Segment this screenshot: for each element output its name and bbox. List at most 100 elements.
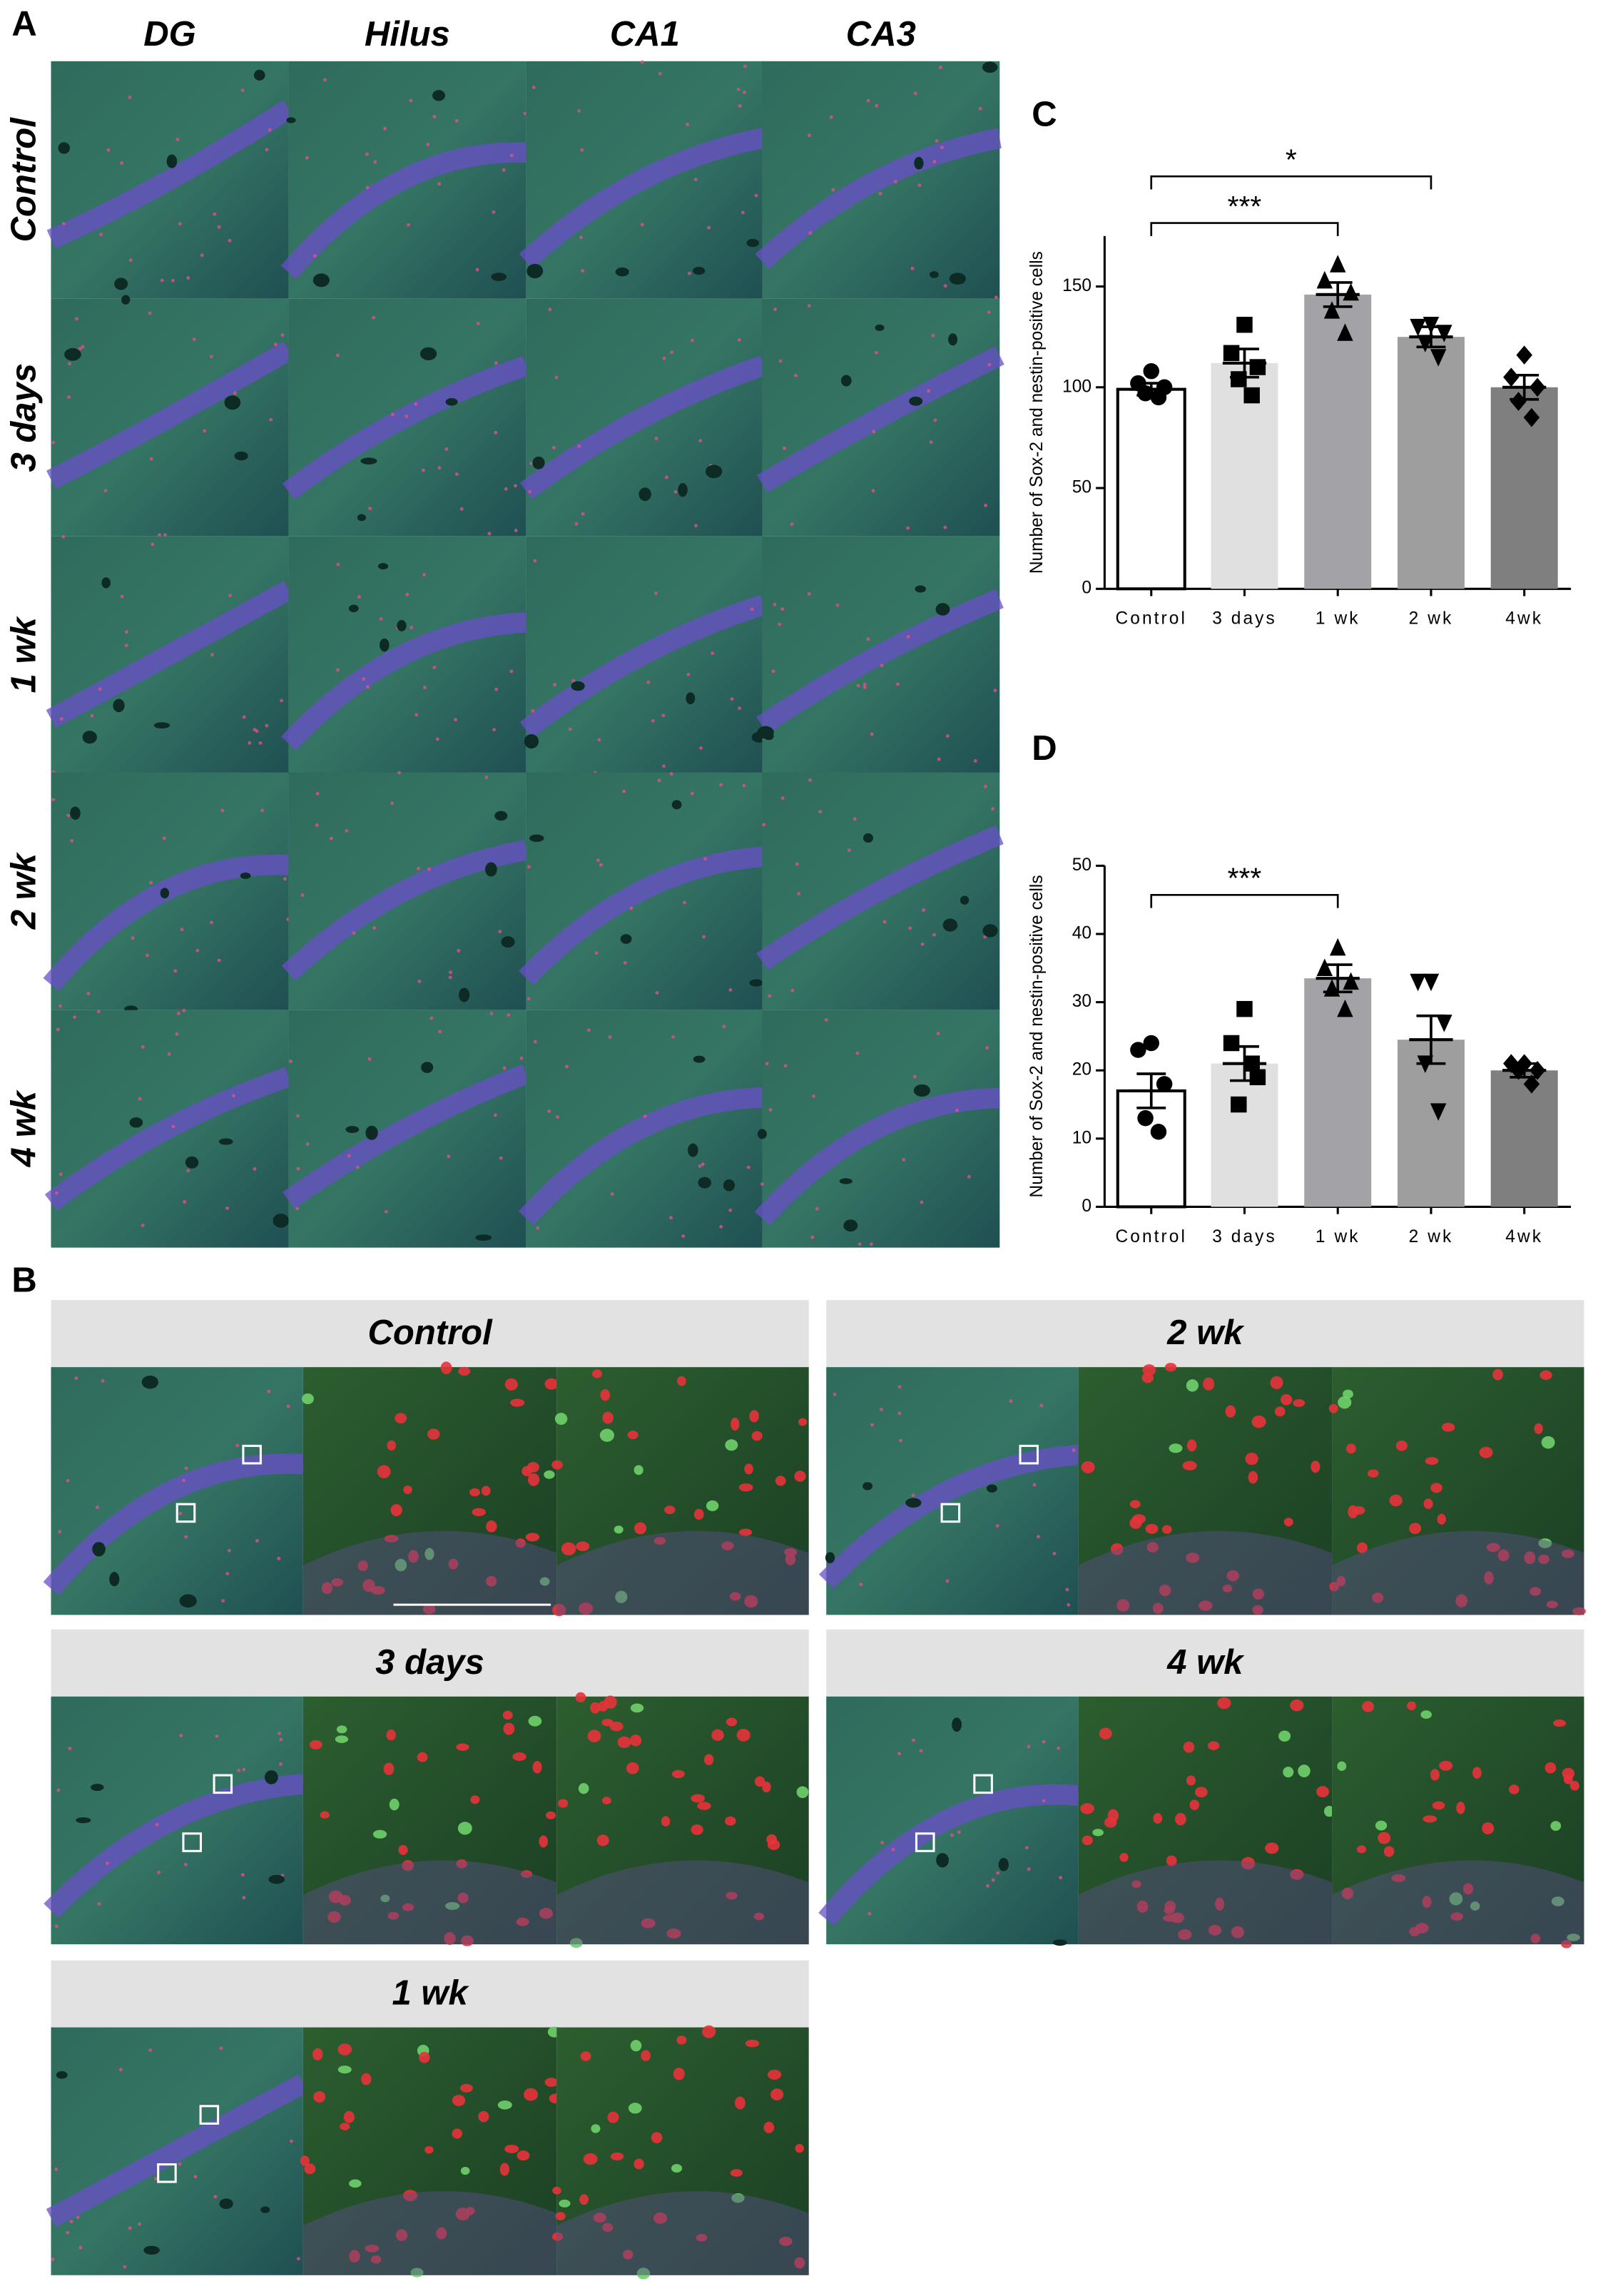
data-point: [1223, 345, 1240, 362]
cell: [646, 680, 651, 684]
cell: [366, 685, 370, 689]
cell: [458, 1366, 471, 1376]
cell: [957, 1830, 961, 1834]
cell: [54, 1924, 58, 1929]
cell: [897, 1385, 902, 1389]
cell: [409, 98, 413, 103]
cell: [1186, 1775, 1196, 1786]
cell: [178, 2162, 182, 2166]
vessel: [686, 692, 696, 705]
cell: [1072, 1448, 1076, 1452]
cell: [931, 333, 935, 337]
cell: [336, 1725, 347, 1734]
cell: [794, 1470, 806, 1482]
cell: [90, 713, 94, 718]
data-point: [1430, 349, 1447, 367]
cell: [640, 223, 644, 227]
cell: [1337, 1761, 1347, 1771]
cell: [559, 2199, 571, 2208]
cell: [387, 1911, 400, 1920]
cell: [1329, 1581, 1340, 1592]
cell: [527, 865, 531, 869]
cell: [726, 1891, 738, 1900]
cell: [1274, 1406, 1286, 1417]
cell: [568, 727, 572, 731]
cell: [662, 356, 666, 360]
cell: [622, 2250, 633, 2260]
significance-bracket: [1150, 893, 1339, 908]
cell: [808, 778, 813, 782]
cell: [362, 677, 366, 681]
cell: [486, 1520, 497, 1533]
cell-layer: [756, 589, 1004, 734]
vessel: [253, 69, 265, 81]
cell: [289, 1060, 292, 1063]
panel-header-label: 3 days: [375, 1643, 484, 1682]
cell: [383, 126, 387, 131]
cell: [711, 1729, 724, 1741]
cell: [248, 741, 252, 745]
vessel: [982, 924, 998, 938]
cell: [327, 1911, 341, 1923]
cell: [66, 2230, 70, 2235]
cell: [1572, 1607, 1586, 1615]
cell: [751, 1431, 763, 1441]
roi-box: [182, 1832, 203, 1852]
cell: [780, 607, 785, 611]
cell: [409, 626, 414, 629]
cell: [386, 1729, 396, 1741]
cell: [745, 2039, 760, 2048]
vessel: [638, 487, 651, 502]
cell: [765, 1062, 769, 1066]
cell: [403, 1485, 412, 1495]
cell: [280, 699, 284, 703]
cell: [1563, 1774, 1573, 1784]
cell: [370, 2255, 382, 2264]
cell-layer: [1078, 1860, 1333, 1945]
cell: [437, 182, 442, 186]
vessel: [70, 806, 81, 820]
cell: [797, 892, 801, 895]
cell: [516, 1917, 529, 1926]
vessel: [432, 90, 445, 101]
cell: [984, 503, 988, 507]
cell: [552, 1603, 566, 1617]
cell: [487, 532, 492, 536]
vessel: [942, 918, 958, 932]
cell: [347, 1154, 351, 1158]
cell: [349, 2179, 362, 2188]
cell: [66, 813, 71, 818]
panel-header: [51, 1300, 809, 1368]
vessel: [114, 278, 128, 290]
cell: [615, 1590, 628, 1603]
cell: [180, 928, 184, 932]
cell: [528, 489, 532, 494]
cell: [985, 1046, 989, 1050]
cell: [215, 1734, 219, 1738]
vessel: [948, 333, 958, 346]
vessel: [615, 267, 629, 277]
cell: [666, 1928, 681, 1939]
cell: [736, 87, 741, 91]
cell: [320, 1811, 330, 1819]
cell: [893, 180, 897, 183]
cell: [670, 350, 674, 355]
cell: [1449, 1892, 1463, 1906]
cell: [866, 637, 870, 641]
cell: [379, 616, 383, 621]
cell: [186, 276, 190, 280]
cell: [945, 734, 950, 738]
x-tick-label: 4wk: [1505, 1227, 1543, 1246]
cell-layer: [754, 1087, 1000, 1226]
cell: [349, 2250, 360, 2263]
cell: [531, 86, 536, 89]
cell: [265, 148, 269, 152]
cell: [927, 389, 931, 393]
vessel: [445, 398, 458, 406]
data-point: [1423, 973, 1440, 992]
cell: [1437, 1513, 1446, 1525]
cell: [897, 1411, 902, 1416]
cell: [866, 98, 870, 103]
cell: [1270, 1376, 1283, 1389]
cell: [1423, 1815, 1437, 1823]
